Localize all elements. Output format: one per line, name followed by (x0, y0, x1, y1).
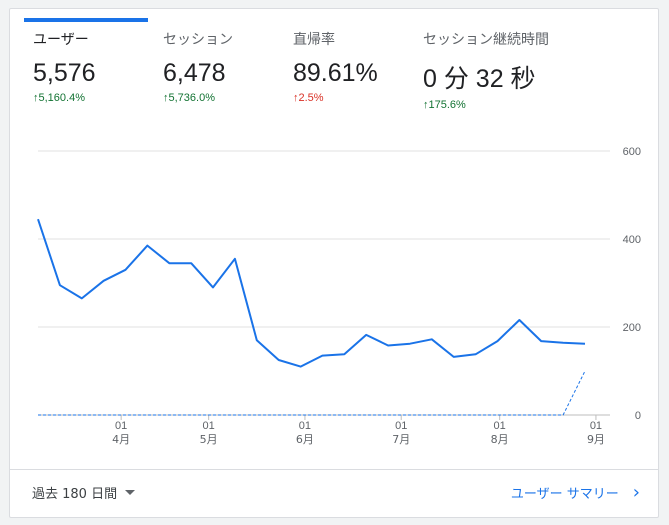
arrow-up-icon: ↑ (163, 92, 169, 104)
x-tick-sublabel: 5月 (200, 433, 218, 446)
metric-label: セッション (163, 32, 233, 48)
y-tick-label: 200 (623, 322, 641, 334)
y-tick-label: 0 (635, 410, 641, 422)
x-tick-label: 01 (494, 420, 506, 432)
overview-card: ユーザー 5,576 ↑5,160.4% セッション 6,478 ↑5,736.… (9, 8, 659, 518)
metric-label: 直帰率 (293, 32, 335, 48)
x-tick-sublabel: 8月 (491, 433, 509, 446)
x-tick-sublabel: 4月 (112, 433, 130, 446)
y-tick-label: 600 (623, 146, 641, 158)
metric-value: 0 分 32 秒 (423, 65, 536, 93)
metric-change: ↑2.5% (293, 92, 324, 104)
y-tick-label: 400 (623, 234, 641, 246)
x-tick-label: 01 (590, 420, 602, 432)
metric-change: ↑5,736.0% (163, 92, 215, 104)
arrow-up-icon: ↑ (423, 99, 429, 111)
metric-change: ↑5,160.4% (33, 92, 85, 104)
date-range-dropdown[interactable]: 過去 180 日間 (32, 483, 136, 502)
x-tick-sublabel: 9月 (587, 433, 605, 446)
date-range-label: 過去 180 日間 (32, 487, 118, 502)
caret-down-icon (125, 490, 136, 495)
metric-label: セッション継続時間 (423, 32, 549, 48)
metric-label: ユーザー (33, 32, 89, 48)
metric-change: ↑175.6% (423, 99, 466, 111)
x-tick-sublabel: 6月 (296, 433, 314, 446)
metric-value: 6,478 (163, 59, 226, 87)
x-tick-label: 01 (395, 420, 407, 432)
metric-value: 89.61% (293, 59, 378, 87)
metric-tab-users[interactable]: ユーザー 5,576 ↑5,160.4% (33, 29, 96, 104)
footer-divider (10, 469, 658, 470)
user-summary-link[interactable]: ユーザー サマリー › (510, 482, 640, 503)
user-summary-label: ユーザー サマリー (510, 487, 619, 502)
metric-tab-bounce-rate[interactable]: 直帰率 89.61% ↑2.5% (293, 29, 378, 104)
chevron-right-icon: › (632, 482, 640, 503)
x-tick-label: 01 (115, 420, 127, 432)
metric-value: 5,576 (33, 59, 96, 87)
arrow-up-icon: ↑ (33, 92, 39, 104)
x-tick-label: 01 (203, 420, 215, 432)
comparison-series-line (38, 370, 586, 416)
users-series-line (37, 218, 586, 368)
arrow-up-icon: ↑ (293, 92, 299, 104)
active-tab-indicator (24, 18, 148, 22)
metric-tab-sessions[interactable]: セッション 6,478 ↑5,736.0% (163, 29, 233, 104)
metric-tab-session-duration[interactable]: セッション継続時間 0 分 32 秒 ↑175.6% (423, 29, 549, 111)
x-tick-label: 01 (299, 420, 311, 432)
x-tick-sublabel: 7月 (392, 433, 410, 446)
metric-tabs: ユーザー 5,576 ↑5,160.4% セッション 6,478 ↑5,736.… (10, 9, 658, 129)
